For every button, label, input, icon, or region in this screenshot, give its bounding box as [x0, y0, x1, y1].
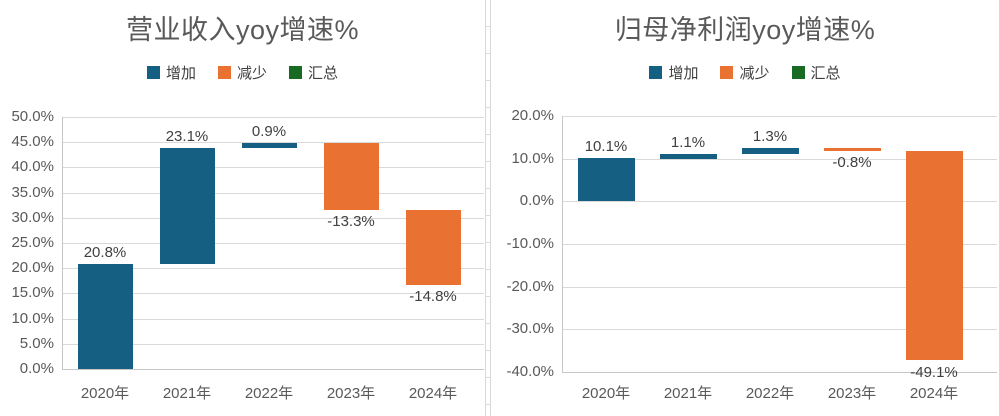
legend-item-decrease: 减少: [720, 62, 770, 83]
legend-item-increase: 增加: [649, 62, 698, 83]
legend-label: 增加: [165, 65, 196, 82]
waterfall-bar: [906, 151, 963, 360]
x-axis-category-label: 2023年: [326, 385, 376, 402]
waterfall-bar: [742, 148, 799, 154]
bar-value-label: -14.8%: [409, 288, 457, 305]
gridline: [62, 319, 484, 320]
y-axis-tick-label: -10.0%: [506, 235, 554, 252]
y-axis-line: [562, 116, 563, 372]
waterfall-bar: [406, 210, 461, 285]
gridline: [562, 372, 997, 373]
legend-label: 增加: [668, 65, 699, 82]
legend-swatch-decrease: [217, 66, 231, 79]
bar-value-label: 0.9%: [251, 123, 287, 140]
chart-net-profit-yoy-growth[interactable]: 归母净利润yoy增速% 增加 减少 汇总 -40.0% -30.0% -20.0% -10…: [490, 0, 1000, 416]
bar-value-label: 1.3%: [752, 128, 788, 145]
waterfall-bar: [242, 143, 297, 148]
legend-label: 汇总: [810, 65, 841, 82]
bar-value-label: -13.3%: [327, 213, 375, 230]
legend-swatch-total: [791, 66, 805, 79]
chart-revenue-yoy-growth[interactable]: 营业收入yoy增速% 增加 减少 汇总 0.0% 5.0% 10.0% 15.0% 20.0…: [0, 0, 486, 416]
legend-item-total: 汇总: [289, 62, 338, 83]
waterfall-bar: [824, 148, 881, 151]
gridline: [562, 329, 997, 330]
gridline: [62, 117, 484, 118]
gridline: [562, 287, 997, 288]
plot-area: 0.0% 5.0% 10.0% 15.0% 20.0% 25.0% 30.0% 35.0% 40…: [0, 0, 485, 416]
gridline: [62, 293, 484, 294]
gridline: [562, 244, 997, 245]
y-axis-tick-label: 25.0%: [11, 234, 54, 251]
legend-swatch-total: [289, 66, 302, 79]
waterfall-bar: [160, 148, 215, 264]
gridline: [62, 142, 484, 143]
x-axis-category-label: 2022年: [745, 385, 795, 402]
x-axis-category-label: 2021年: [663, 385, 713, 402]
x-axis-category-label: 2024年: [909, 385, 959, 402]
y-axis-tick-label: 15.0%: [11, 284, 54, 301]
x-axis-category-label: 2022年: [244, 385, 294, 402]
x-axis-category-label: 2021年: [162, 385, 212, 402]
y-axis-tick-label: 30.0%: [11, 209, 54, 226]
legend-label: 减少: [739, 65, 770, 82]
bar-value-label: -49.1%: [910, 364, 958, 381]
y-axis-tick-label: 10.0%: [11, 310, 54, 327]
y-axis-tick-label: 0.0%: [519, 192, 554, 209]
bar-value-label: -0.8%: [832, 154, 872, 171]
x-axis-category-label: 2023年: [827, 385, 877, 402]
gridline: [562, 201, 997, 202]
legend-swatch-decrease: [720, 66, 734, 79]
gridline: [62, 344, 484, 345]
chart-title: 营业收入yoy增速%: [125, 15, 360, 45]
bar-value-label: 20.8%: [83, 244, 127, 261]
y-axis-tick-label: -20.0%: [506, 278, 554, 295]
waterfall-bar: [578, 158, 635, 201]
gridline: [562, 159, 997, 160]
legend-swatch-increase: [649, 66, 663, 79]
legend-swatch-increase: [146, 66, 160, 79]
y-axis-tick-label: 45.0%: [11, 133, 54, 150]
gridline: [62, 369, 484, 370]
y-axis-tick-label: 20.0%: [511, 107, 554, 124]
plot-area: -40.0% -30.0% -20.0% -10.0% 0.0% 10.0% 20.0% 10…: [491, 0, 999, 416]
bar-value-label: 1.1%: [670, 134, 706, 151]
waterfall-bar: [660, 154, 717, 159]
gridline: [62, 268, 484, 269]
y-axis-tick-label: 10.0%: [511, 150, 554, 167]
waterfall-bar: [78, 264, 133, 369]
legend-label: 汇总: [308, 65, 339, 82]
gridline: [62, 218, 484, 219]
y-axis-tick-label: -40.0%: [506, 363, 554, 380]
gridline: [562, 116, 997, 117]
y-axis-tick-label: -30.0%: [506, 320, 554, 337]
legend-item-increase: 增加: [146, 62, 196, 83]
bar-value-label: 23.1%: [165, 128, 209, 145]
legend-item-total: 汇总: [791, 62, 841, 83]
x-axis-category-label: 2020年: [80, 385, 130, 402]
legend: 增加 减少 汇总: [0, 62, 485, 83]
y-axis-line: [62, 117, 63, 369]
y-axis-tick-label: 50.0%: [11, 108, 54, 125]
legend: 增加 减少 汇总: [491, 62, 999, 83]
gridline: [62, 193, 484, 194]
waterfall-bar: [324, 143, 379, 210]
x-axis-category-label: 2020年: [581, 385, 631, 402]
chart-title: 归母净利润yoy增速%: [614, 15, 876, 45]
bar-value-label: 10.1%: [584, 138, 628, 155]
legend-item-decrease: 减少: [217, 62, 267, 83]
y-axis-tick-label: 20.0%: [11, 259, 54, 276]
x-axis-category-label: 2024年: [408, 385, 458, 402]
legend-label: 减少: [236, 65, 267, 82]
y-axis-tick-label: 5.0%: [19, 335, 54, 352]
sheet-column-divider: [486, 0, 490, 416]
y-axis-tick-label: 40.0%: [11, 158, 54, 175]
gridline: [62, 167, 484, 168]
y-axis-tick-label: 0.0%: [19, 360, 54, 377]
y-axis-tick-label: 35.0%: [11, 184, 54, 201]
gridline: [62, 243, 484, 244]
